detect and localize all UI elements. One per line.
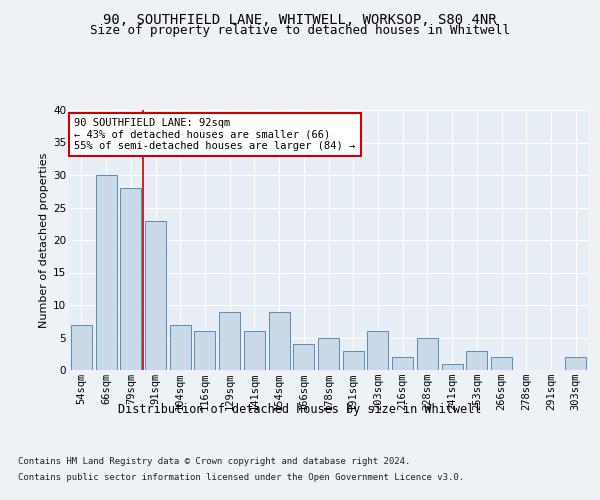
Text: Size of property relative to detached houses in Whitwell: Size of property relative to detached ho… bbox=[90, 24, 510, 37]
Bar bbox=[318, 338, 339, 370]
Y-axis label: Number of detached properties: Number of detached properties bbox=[39, 152, 49, 328]
Bar bbox=[120, 188, 141, 370]
Bar bbox=[417, 338, 438, 370]
Bar bbox=[491, 357, 512, 370]
Text: 90, SOUTHFIELD LANE, WHITWELL, WORKSOP, S80 4NR: 90, SOUTHFIELD LANE, WHITWELL, WORKSOP, … bbox=[103, 12, 497, 26]
Bar bbox=[367, 331, 388, 370]
Text: Contains public sector information licensed under the Open Government Licence v3: Contains public sector information licen… bbox=[18, 472, 464, 482]
Bar bbox=[219, 312, 240, 370]
Bar bbox=[269, 312, 290, 370]
Bar bbox=[194, 331, 215, 370]
Text: Distribution of detached houses by size in Whitwell: Distribution of detached houses by size … bbox=[118, 402, 482, 415]
Text: 90 SOUTHFIELD LANE: 92sqm
← 43% of detached houses are smaller (66)
55% of semi-: 90 SOUTHFIELD LANE: 92sqm ← 43% of detac… bbox=[74, 118, 355, 151]
Bar bbox=[293, 344, 314, 370]
Bar bbox=[392, 357, 413, 370]
Bar bbox=[244, 331, 265, 370]
Bar bbox=[442, 364, 463, 370]
Bar bbox=[170, 324, 191, 370]
Bar bbox=[95, 175, 116, 370]
Text: Contains HM Land Registry data © Crown copyright and database right 2024.: Contains HM Land Registry data © Crown c… bbox=[18, 458, 410, 466]
Bar bbox=[466, 350, 487, 370]
Bar bbox=[565, 357, 586, 370]
Bar bbox=[71, 324, 92, 370]
Bar bbox=[343, 350, 364, 370]
Bar bbox=[145, 220, 166, 370]
